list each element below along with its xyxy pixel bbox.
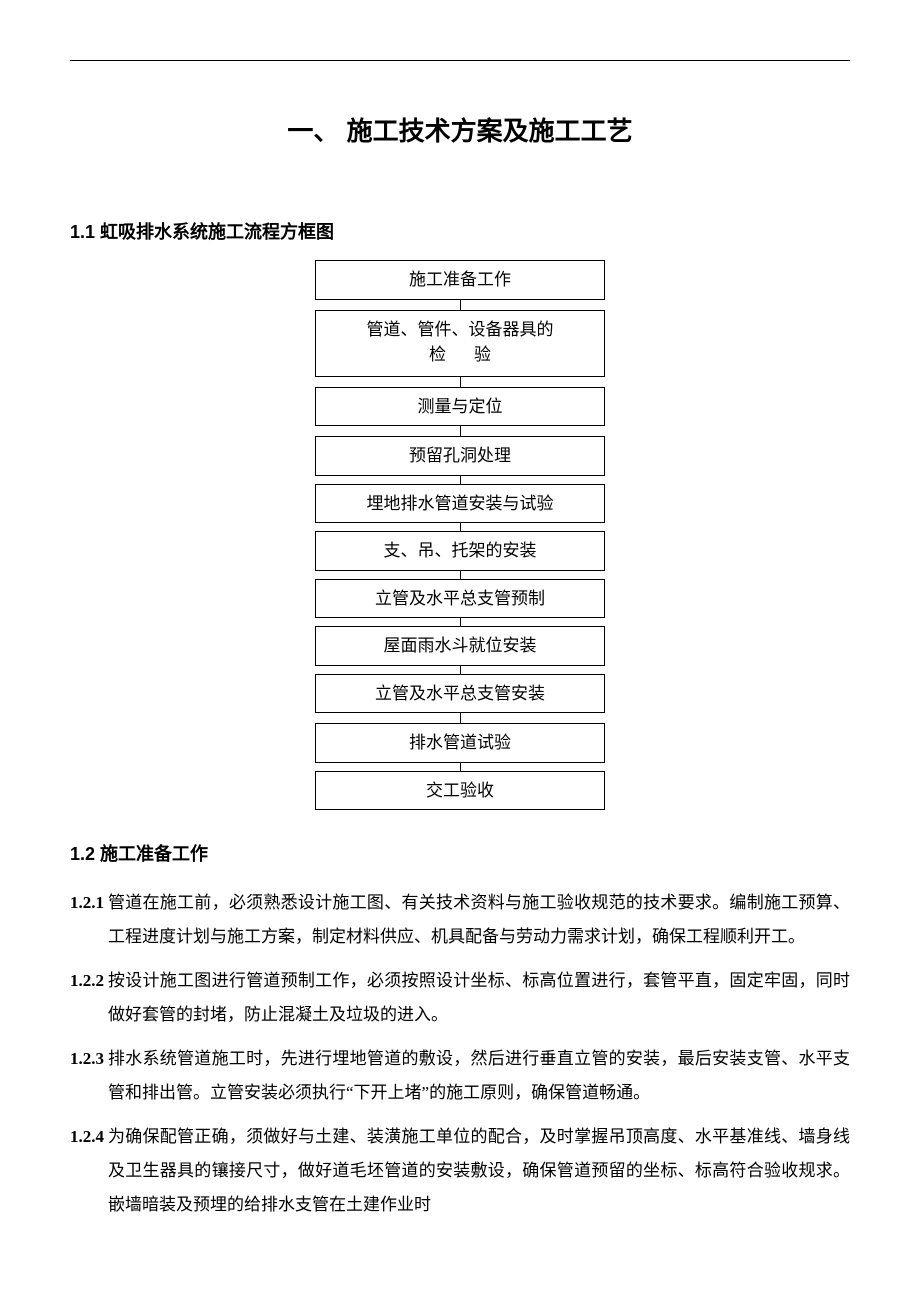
section-1-1-heading: 1.1 虹吸排水系统施工流程方框图 <box>70 218 850 244</box>
para-num-1: 1.2.1 <box>70 886 104 954</box>
para-item-2: 1.2.2 按设计施工图进行管道预制工作，必须按照设计坐标、标高位置进行，套管平… <box>70 964 850 1032</box>
flow-node-6: 立管及水平总支管预制 <box>315 579 605 619</box>
flow-connector <box>460 713 461 723</box>
flow-node-1-line1: 管道、管件、设备器具的 <box>316 317 604 343</box>
flow-node-1: 管道、管件、设备器具的 检验 <box>315 310 605 377</box>
flow-connector <box>460 523 461 531</box>
top-horizontal-rule <box>70 60 850 61</box>
flow-node-9: 排水管道试验 <box>315 723 605 763</box>
para-num-4: 1.2.4 <box>70 1120 104 1222</box>
flow-node-4: 埋地排水管道安装与试验 <box>315 484 605 524</box>
flow-node-1-line2: 检验 <box>316 342 604 368</box>
flow-connector <box>460 426 461 436</box>
flow-node-3: 预留孔洞处理 <box>315 436 605 476</box>
flow-node-5: 支、吊、托架的安装 <box>315 531 605 571</box>
para-text-4: 为确保配管正确，须做好与土建、装潢施工单位的配合，及时掌握吊顶高度、水平基准线、… <box>108 1120 850 1222</box>
para-text-3: 排水系统管道施工时，先进行埋地管道的敷设，然后进行垂直立管的安装，最后安装支管、… <box>108 1042 850 1110</box>
flow-connector <box>460 666 461 674</box>
flow-connector <box>460 377 461 387</box>
paragraph-list: 1.2.1 管道在施工前，必须熟悉设计施工图、有关技术资料与施工验收规范的技术要… <box>70 886 850 1222</box>
flowchart-container: 施工准备工作 管道、管件、设备器具的 检验 测量与定位 预留孔洞处理 埋地排水管… <box>70 260 850 810</box>
flow-connector <box>460 763 461 771</box>
para-item-1: 1.2.1 管道在施工前，必须熟悉设计施工图、有关技术资料与施工验收规范的技术要… <box>70 886 850 954</box>
flow-node-10: 交工验收 <box>315 771 605 811</box>
flow-connector <box>460 300 461 310</box>
para-item-3: 1.2.3 排水系统管道施工时，先进行埋地管道的敷设，然后进行垂直立管的安装，最… <box>70 1042 850 1110</box>
flow-node-8: 立管及水平总支管安装 <box>315 674 605 714</box>
flow-node-2: 测量与定位 <box>315 387 605 427</box>
para-item-4: 1.2.4 为确保配管正确，须做好与土建、装潢施工单位的配合，及时掌握吊顶高度、… <box>70 1120 850 1222</box>
main-title: 一、 施工技术方案及施工工艺 <box>70 111 850 148</box>
flow-node-7: 屋面雨水斗就位安装 <box>315 626 605 666</box>
flow-connector <box>460 618 461 626</box>
para-num-3: 1.2.3 <box>70 1042 104 1110</box>
flow-node-0: 施工准备工作 <box>315 260 605 300</box>
para-text-1: 管道在施工前，必须熟悉设计施工图、有关技术资料与施工验收规范的技术要求。编制施工… <box>108 886 850 954</box>
para-num-2: 1.2.2 <box>70 964 104 1032</box>
para-text-2: 按设计施工图进行管道预制工作，必须按照设计坐标、标高位置进行，套管平直，固定牢固… <box>108 964 850 1032</box>
flow-connector <box>460 476 461 484</box>
flow-connector <box>460 571 461 579</box>
section-1-2-heading: 1.2 施工准备工作 <box>70 840 850 866</box>
